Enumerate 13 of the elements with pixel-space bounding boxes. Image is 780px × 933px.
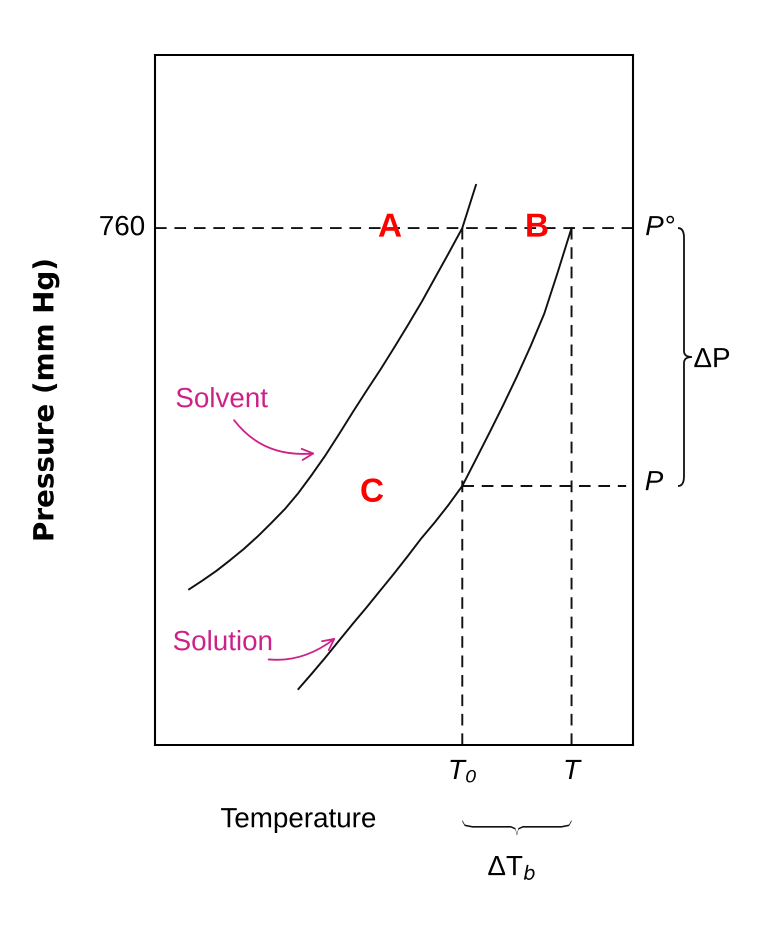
- text: 760: [100, 216, 144, 236]
- annotation: C: [361, 478, 384, 502]
- annotation: Solution: [174, 630, 272, 650]
- annotation: Solvent: [176, 387, 268, 408]
- text: ΔT$_{b}$: [488, 856, 535, 880]
- x-axis-title: Temperature: [221, 808, 376, 833]
- text: ΔP: [694, 348, 730, 368]
- y-axis-title: Pressure (mm Hg): [32, 260, 60, 540]
- x-tick-label: T: [566, 760, 582, 780]
- x-tick-label: T₀: [450, 760, 476, 782]
- text: P: [646, 471, 664, 490]
- text: P°: [646, 216, 674, 236]
- annotation: A: [378, 214, 402, 237]
